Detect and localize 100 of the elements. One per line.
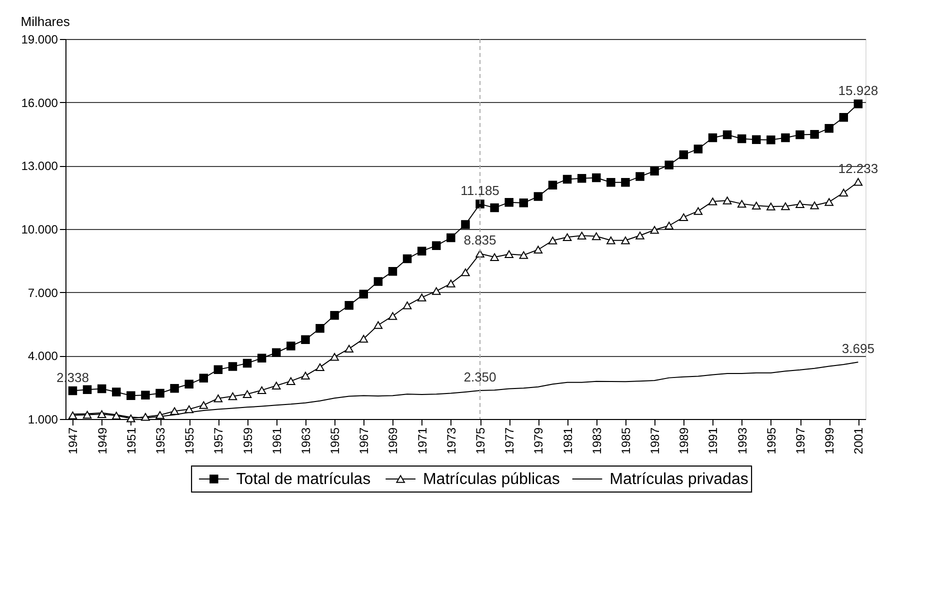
point (824, 198, 834, 206)
point (854, 99, 863, 108)
point (316, 363, 324, 372)
x-tick-label: 1999 (822, 427, 837, 454)
point (112, 412, 121, 420)
point (636, 172, 644, 181)
x-tick-label: 1965 (328, 427, 342, 454)
point (214, 394, 223, 402)
point (272, 348, 281, 357)
point (752, 135, 761, 144)
x-tick-label: 1987 (648, 427, 662, 454)
point (636, 232, 644, 240)
point (592, 232, 601, 240)
annotation: 8.835 (464, 232, 496, 248)
point (82, 385, 92, 394)
point (708, 198, 718, 206)
y-tick-label: 1.000 (28, 412, 58, 426)
point (650, 166, 659, 176)
y-tick-label: 10.000 (21, 222, 58, 236)
point (257, 386, 266, 394)
x-tick-label: 1959 (240, 427, 255, 454)
point (679, 213, 688, 222)
point (694, 207, 703, 215)
legend-label: Matrículas públicas (422, 471, 560, 488)
point (854, 178, 863, 186)
point (388, 267, 398, 276)
point (184, 405, 194, 414)
point (562, 233, 572, 242)
point (796, 200, 804, 208)
point (112, 388, 121, 396)
y-tick-label: 7.000 (28, 286, 58, 300)
annotation: 15.928 (838, 82, 878, 98)
point (330, 353, 339, 361)
point (286, 377, 296, 385)
point (490, 203, 499, 212)
legend-label: Total de matrículas (236, 471, 371, 488)
x-tick-label: 1977 (502, 427, 517, 454)
point (577, 174, 586, 183)
y-tick-label: 4.000 (28, 349, 58, 364)
point (184, 380, 194, 389)
point (650, 226, 659, 234)
point (170, 407, 179, 415)
point (272, 382, 281, 390)
point (417, 294, 426, 302)
x-tick-label: 1997 (793, 427, 808, 454)
x-tick-label: 1953 (153, 427, 168, 454)
point (737, 200, 746, 208)
point (417, 246, 426, 256)
point (170, 384, 179, 393)
point (301, 335, 310, 344)
point (257, 354, 266, 362)
point (664, 160, 674, 170)
point (781, 133, 790, 142)
point (577, 232, 586, 240)
point (504, 250, 514, 258)
x-tick-label: 1947 (66, 427, 80, 454)
point (490, 253, 499, 262)
point (562, 174, 572, 184)
point (199, 401, 208, 409)
y-tick-label: 19.000 (21, 32, 58, 46)
point (141, 390, 150, 400)
point (402, 302, 412, 310)
point (519, 198, 528, 208)
y-tick-label: 13.000 (21, 159, 58, 174)
point (316, 324, 324, 333)
point (68, 412, 78, 420)
point (621, 178, 630, 187)
x-tick-label: 1951 (124, 427, 138, 454)
x-tick-label: 1983 (590, 427, 604, 454)
point (548, 180, 558, 190)
point (737, 134, 746, 144)
point (286, 342, 296, 350)
point (97, 410, 106, 418)
x-tick-label: 1955 (182, 427, 197, 454)
x-tick-label: 1991 (706, 427, 720, 454)
x-tick-label: 1969 (386, 427, 400, 454)
x-tick-label: 1993 (735, 427, 750, 454)
y-axis-title: Milhares (20, 14, 70, 29)
point (824, 124, 834, 133)
point (679, 150, 688, 160)
point (796, 130, 804, 140)
point (97, 384, 106, 394)
x-tick-label: 1981 (560, 427, 575, 454)
point (534, 246, 543, 254)
point (156, 411, 164, 419)
point (752, 202, 761, 210)
point (621, 236, 630, 244)
point (242, 358, 252, 368)
point (228, 392, 238, 400)
point (722, 196, 732, 204)
point (330, 310, 339, 320)
point (592, 173, 601, 182)
point (126, 414, 136, 422)
point (766, 136, 776, 144)
point (156, 388, 164, 398)
point (708, 133, 718, 142)
point (781, 202, 790, 210)
point (374, 321, 383, 329)
point (534, 192, 543, 201)
x-tick-label: 1961 (270, 427, 284, 454)
